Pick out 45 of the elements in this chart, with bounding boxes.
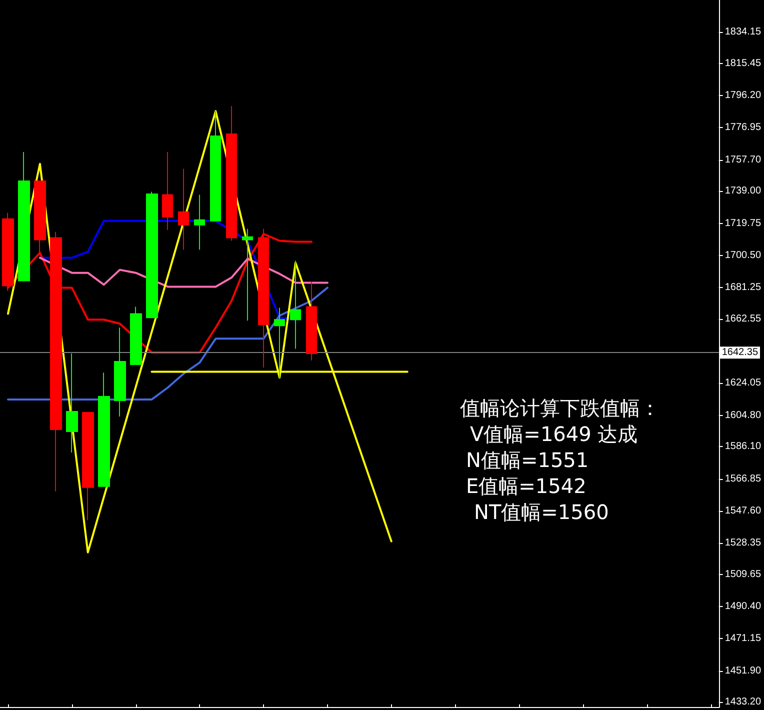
- y-tick-label: 1471.15: [724, 633, 762, 644]
- annotation: N值幅=1551: [466, 448, 589, 472]
- y-tick-label: 1433.20: [724, 696, 762, 708]
- annotation: NT值幅=1560: [474, 500, 609, 524]
- y-tick-label: 1566.85: [724, 473, 762, 484]
- candlestick: [114, 327, 126, 418]
- candlestick: [210, 110, 221, 222]
- candlestick: [162, 152, 173, 230]
- candlestick: [194, 194, 205, 250]
- y-tick-label: 1624.05: [724, 378, 762, 389]
- y-tick-label: 1528.35: [724, 538, 762, 549]
- y-tick-label: 1681.25: [724, 282, 762, 294]
- candlestick: [178, 168, 189, 250]
- candlestick: [130, 306, 142, 366]
- y-tick-label: 1739.00: [724, 186, 762, 197]
- y-tick-label: 1490.40: [724, 600, 762, 612]
- candlestick: [306, 281, 317, 362]
- annotation: E值幅=1542: [466, 474, 586, 498]
- ref-line-label: 1642.35: [722, 347, 758, 358]
- candlestick: [146, 191, 158, 318]
- line-series: [6, 286, 328, 400]
- y-tick-label: 1796.20: [724, 90, 762, 102]
- candlestick: [290, 260, 301, 350]
- annotation: 值幅论计算下跌值幅：: [460, 396, 660, 420]
- candlestick: [18, 152, 30, 282]
- y-tick-label: 1662.55: [724, 313, 762, 324]
- candlestick: [226, 106, 237, 242]
- y-tick-label: 1700.50: [724, 250, 762, 261]
- y-tick-label: 1451.90: [724, 665, 762, 676]
- y-tick-label: 1586.10: [724, 441, 762, 452]
- y-tick-label: 1509.65: [724, 568, 762, 580]
- candlestick: [242, 228, 253, 322]
- candlestick: [274, 307, 285, 380]
- y-tick-label: 1719.75: [724, 218, 762, 229]
- y-tick-label: 1815.45: [724, 58, 762, 69]
- y-tick-label: 1776.95: [724, 122, 762, 134]
- annotation: V值幅=1649 达成: [470, 422, 638, 446]
- y-tick-label: 1604.80: [724, 410, 762, 421]
- candlestick: [98, 372, 110, 487]
- y-tick-label: 1834.15: [724, 26, 762, 38]
- y-tick-label: 1547.60: [724, 505, 762, 516]
- candlestick: [66, 353, 78, 453]
- candlestick: [82, 412, 94, 521]
- line-series: [38, 256, 328, 288]
- y-tick-label: 1757.70: [724, 154, 762, 166]
